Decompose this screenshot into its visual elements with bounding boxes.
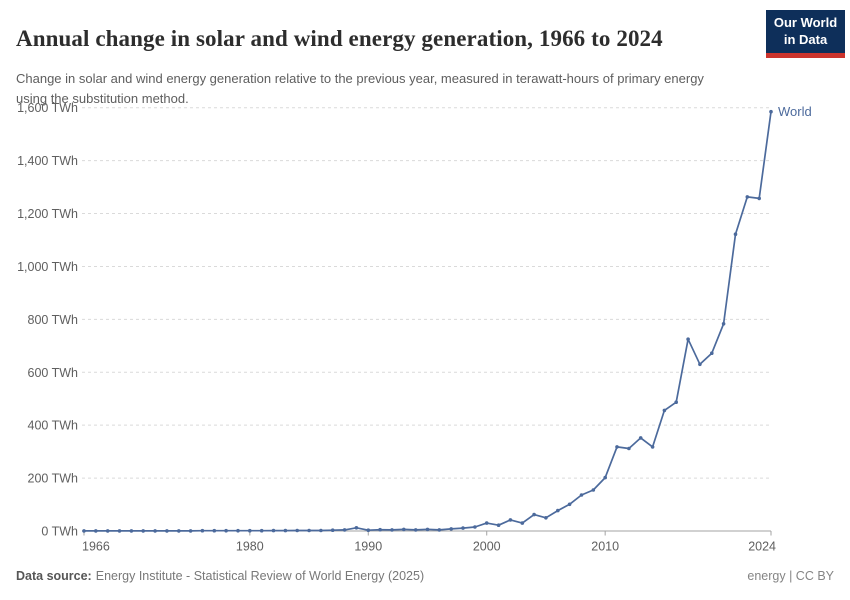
y-tick-label: 800 TWh: [28, 313, 79, 327]
data-point[interactable]: [520, 521, 525, 525]
data-point[interactable]: [674, 400, 678, 405]
data-point[interactable]: [508, 518, 513, 522]
data-point[interactable]: [378, 527, 382, 532]
data-point[interactable]: [745, 195, 750, 199]
data-point[interactable]: [591, 488, 596, 492]
owid-logo-line1: Our World: [773, 15, 838, 30]
data-point[interactable]: [556, 508, 560, 513]
data-point[interactable]: [769, 109, 773, 114]
data-point[interactable]: [532, 512, 536, 517]
owid-logo[interactable]: Our World in Data: [766, 10, 845, 58]
data-point[interactable]: [271, 528, 276, 533]
data-point[interactable]: [496, 523, 501, 527]
data-point[interactable]: [165, 529, 169, 533]
data-point[interactable]: [177, 529, 181, 533]
data-source-label: Data source:: [16, 569, 92, 583]
y-tick-label: 0 TWh: [41, 525, 78, 539]
y-tick-label: 1,200 TWh: [17, 207, 78, 221]
data-point[interactable]: [236, 528, 240, 533]
x-tick-label: 2010: [591, 540, 619, 554]
data-point[interactable]: [200, 528, 205, 533]
data-point[interactable]: [721, 322, 726, 326]
data-source: Data source: Energy Institute - Statistic…: [16, 569, 424, 583]
data-point[interactable]: [188, 529, 193, 533]
license-link[interactable]: energy | CC BY: [747, 569, 834, 583]
data-point[interactable]: [82, 529, 86, 533]
x-tick-label: 1980: [236, 540, 264, 554]
data-point[interactable]: [413, 528, 418, 532]
data-point[interactable]: [330, 528, 335, 532]
x-tick-label: 1990: [354, 540, 382, 554]
data-point[interactable]: [390, 528, 394, 532]
data-point[interactable]: [733, 232, 738, 236]
y-tick-label: 200 TWh: [28, 472, 79, 486]
data-point[interactable]: [129, 529, 134, 533]
data-point[interactable]: [710, 351, 714, 356]
chart-footer: Data source: Energy Institute - Statistic…: [16, 569, 834, 583]
data-point[interactable]: [307, 528, 311, 533]
y-tick-label: 600 TWh: [28, 366, 79, 380]
series-end-label[interactable]: World: [778, 104, 812, 119]
y-tick-label: 1,400 TWh: [17, 154, 78, 168]
data-point[interactable]: [627, 446, 631, 451]
x-tick-label: 2000: [473, 540, 501, 554]
data-point[interactable]: [283, 528, 288, 533]
data-point[interactable]: [141, 529, 145, 533]
data-point[interactable]: [698, 362, 702, 367]
data-point[interactable]: [544, 516, 548, 520]
y-tick-label: 1,000 TWh: [17, 260, 78, 274]
data-point[interactable]: [248, 528, 252, 533]
data-point[interactable]: [212, 528, 217, 533]
data-point[interactable]: [153, 529, 157, 533]
data-point[interactable]: [473, 525, 477, 529]
data-point[interactable]: [484, 521, 489, 525]
data-source-value: Energy Institute - Statistical Review of…: [95, 569, 425, 583]
chart-subtitle: Change in solar and wind energy generati…: [16, 71, 704, 106]
data-point[interactable]: [105, 529, 110, 533]
data-point[interactable]: [224, 528, 228, 533]
owid-logo-stripe: [766, 52, 845, 58]
series-world[interactable]: World: [82, 104, 812, 533]
data-point[interactable]: [425, 527, 430, 532]
data-point[interactable]: [449, 527, 454, 531]
data-point[interactable]: [662, 408, 667, 413]
y-tick-label: 400 TWh: [28, 419, 79, 433]
owid-logo-line2: in Data: [783, 31, 828, 47]
data-point[interactable]: [461, 526, 465, 530]
data-point[interactable]: [319, 528, 323, 533]
data-point[interactable]: [366, 528, 371, 532]
data-point[interactable]: [638, 436, 643, 440]
data-point[interactable]: [567, 502, 572, 507]
data-point[interactable]: [650, 445, 655, 449]
data-point[interactable]: [117, 529, 122, 533]
x-axis-labels: 1966 1980 1990 2000 2010 2024: [82, 531, 776, 554]
data-point[interactable]: [437, 528, 442, 532]
data-point[interactable]: [354, 526, 359, 530]
data-point[interactable]: [579, 493, 584, 497]
data-point[interactable]: [295, 528, 300, 533]
series-line[interactable]: [83, 110, 772, 532]
data-point[interactable]: [686, 337, 690, 342]
data-point[interactable]: [94, 529, 98, 533]
data-point[interactable]: [342, 528, 347, 532]
y-axis-labels: 0 TWh 200 TWh 400 TWh 600 TWh 800 TWh 1,000 T…: [17, 101, 78, 538]
data-point[interactable]: [402, 527, 406, 532]
gridlines: [82, 107, 771, 532]
data-point[interactable]: [615, 445, 619, 449]
x-tick-label: 2024: [748, 540, 776, 554]
x-tick-label: 1966: [82, 540, 110, 554]
data-point[interactable]: [757, 196, 761, 201]
page-title: Annual change in solar and wind energy g…: [16, 26, 663, 52]
data-point[interactable]: [259, 528, 264, 533]
data-point[interactable]: [603, 475, 607, 480]
y-tick-label: 1,600 TWh: [17, 101, 78, 115]
